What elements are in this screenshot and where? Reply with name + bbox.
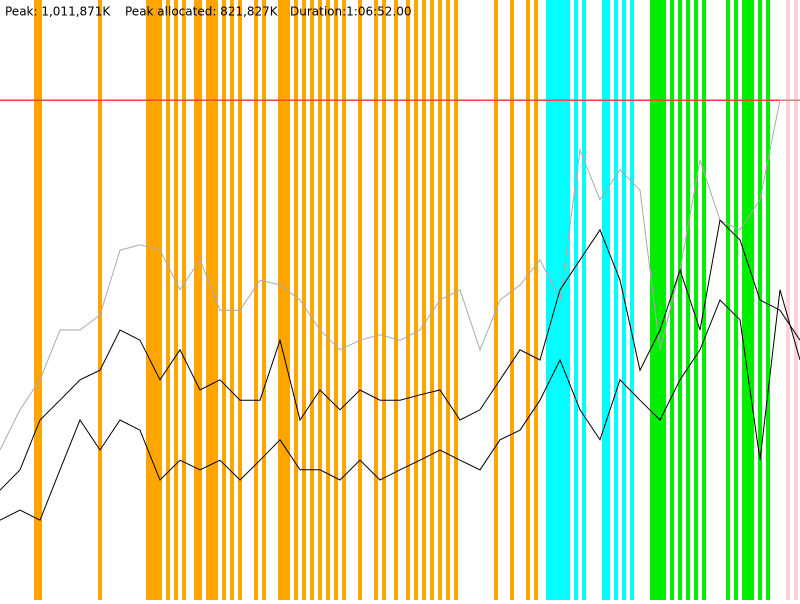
- event-bar: [286, 0, 290, 600]
- event-bar: [554, 0, 558, 600]
- event-bar: [694, 0, 698, 600]
- event-bar: [154, 0, 158, 600]
- event-bar: [222, 0, 226, 600]
- event-bar: [254, 0, 258, 600]
- event-bar: [326, 0, 330, 600]
- event-bar: [98, 0, 102, 600]
- event-bar: [786, 0, 790, 600]
- event-bar: [574, 0, 578, 600]
- duration-label: Duration:1:06:52.00: [290, 5, 412, 19]
- event-bar: [358, 0, 362, 600]
- event-bar: [422, 0, 426, 600]
- event-bar: [526, 0, 530, 600]
- event-bar: [34, 0, 38, 600]
- event-bar: [734, 0, 738, 600]
- event-bar: [194, 0, 198, 600]
- event-bar: [230, 0, 234, 600]
- event-bar: [174, 0, 178, 600]
- event-bar: [726, 0, 730, 600]
- event-bar: [582, 0, 586, 600]
- event-bar: [454, 0, 458, 600]
- event-bar: [166, 0, 170, 600]
- series-line: [0, 99, 800, 451]
- event-bar: [562, 0, 566, 600]
- event-bar: [766, 0, 770, 600]
- event-bar: [546, 0, 550, 600]
- event-bar: [446, 0, 450, 600]
- event-bar: [38, 0, 42, 600]
- event-bar: [678, 0, 682, 600]
- event-bar: [282, 0, 286, 600]
- series-line: [0, 289, 800, 521]
- event-bar: [654, 0, 658, 600]
- event-bar: [182, 0, 186, 600]
- event-bar: [510, 0, 514, 600]
- event-bar: [794, 0, 798, 600]
- event-bar: [750, 0, 754, 600]
- event-bar: [534, 0, 538, 600]
- event-bar: [158, 0, 162, 600]
- event-bar: [602, 0, 606, 600]
- events: [34, 0, 798, 600]
- event-bar: [262, 0, 266, 600]
- event-bar: [658, 0, 662, 600]
- event-bar: [702, 0, 706, 600]
- event-bar: [566, 0, 570, 600]
- event-bar: [494, 0, 498, 600]
- event-bar: [430, 0, 434, 600]
- event-bar: [606, 0, 610, 600]
- event-bar: [614, 0, 618, 600]
- event-bar: [302, 0, 306, 600]
- event-bar: [550, 0, 554, 600]
- event-bar: [414, 0, 418, 600]
- event-bar: [278, 0, 282, 600]
- event-bar: [318, 0, 322, 600]
- event-bar: [630, 0, 634, 600]
- lines: [0, 99, 800, 521]
- event-bar: [406, 0, 410, 600]
- event-bar: [662, 0, 666, 600]
- event-bar: [394, 0, 398, 600]
- event-bar: [334, 0, 338, 600]
- event-bar: [150, 0, 154, 600]
- event-bar: [206, 0, 210, 600]
- event-bar: [746, 0, 750, 600]
- event-bar: [294, 0, 298, 600]
- event-bar: [198, 0, 202, 600]
- event-bar: [742, 0, 746, 600]
- event-bar: [146, 0, 150, 600]
- event-bar: [686, 0, 690, 600]
- peak-allocated-label: Peak allocated: 821,827K: [125, 5, 279, 19]
- event-bar: [310, 0, 314, 600]
- event-bar: [342, 0, 346, 600]
- event-bar: [650, 0, 654, 600]
- peak-label: Peak: 1,011,871K: [5, 5, 111, 19]
- event-bar: [382, 0, 386, 600]
- event-bar: [210, 0, 214, 600]
- event-bar: [238, 0, 242, 600]
- series-line: [0, 219, 800, 491]
- event-bar: [374, 0, 378, 600]
